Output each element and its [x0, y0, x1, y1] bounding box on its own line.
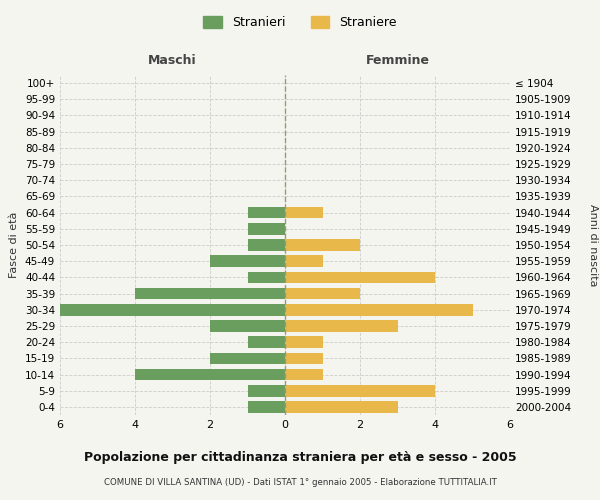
- Bar: [248, 239, 285, 251]
- Bar: [210, 352, 285, 364]
- Bar: [285, 401, 398, 412]
- Bar: [285, 272, 435, 283]
- Bar: [285, 336, 323, 348]
- Bar: [135, 368, 285, 380]
- Bar: [285, 288, 360, 300]
- Bar: [285, 239, 360, 251]
- Bar: [210, 256, 285, 267]
- Bar: [285, 320, 398, 332]
- Bar: [248, 207, 285, 218]
- Bar: [285, 385, 435, 396]
- Bar: [285, 256, 323, 267]
- Text: Femmine: Femmine: [365, 54, 430, 68]
- Bar: [248, 336, 285, 348]
- Bar: [60, 304, 285, 316]
- Bar: [285, 304, 473, 316]
- Y-axis label: Fasce di età: Fasce di età: [10, 212, 19, 278]
- Bar: [135, 288, 285, 300]
- Bar: [248, 385, 285, 396]
- Bar: [285, 352, 323, 364]
- Bar: [210, 320, 285, 332]
- Bar: [285, 207, 323, 218]
- Text: Popolazione per cittadinanza straniera per età e sesso - 2005: Popolazione per cittadinanza straniera p…: [83, 451, 517, 464]
- Text: Maschi: Maschi: [148, 54, 197, 68]
- Bar: [285, 368, 323, 380]
- Y-axis label: Anni di nascita: Anni di nascita: [588, 204, 598, 286]
- Text: COMUNE DI VILLA SANTINA (UD) - Dati ISTAT 1° gennaio 2005 - Elaborazione TUTTITA: COMUNE DI VILLA SANTINA (UD) - Dati ISTA…: [104, 478, 496, 487]
- Bar: [248, 223, 285, 234]
- Bar: [248, 401, 285, 412]
- Legend: Stranieri, Straniere: Stranieri, Straniere: [198, 11, 402, 34]
- Bar: [248, 272, 285, 283]
